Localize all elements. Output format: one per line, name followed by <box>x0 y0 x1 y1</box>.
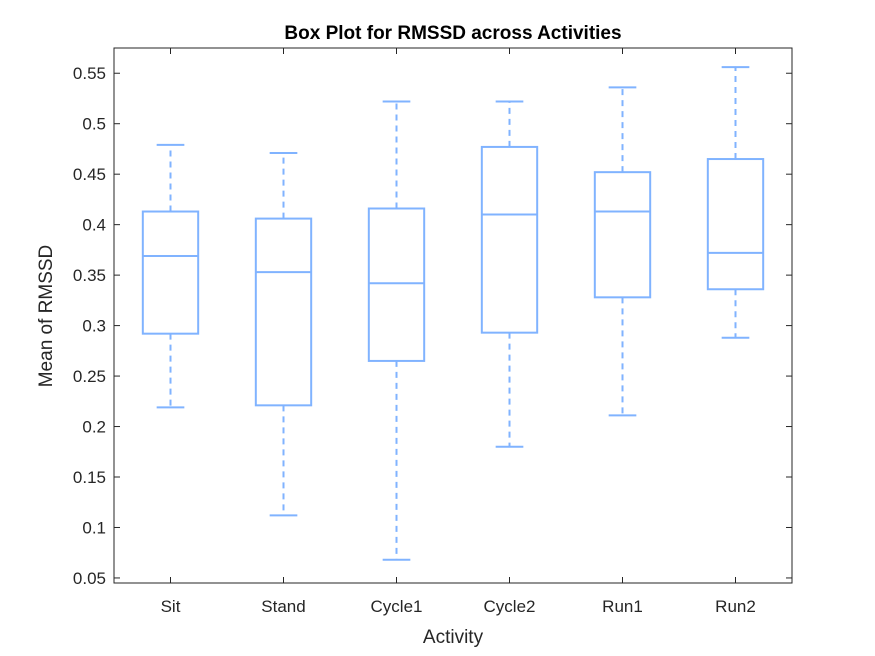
y-tick-label: 0.1 <box>82 518 106 537</box>
x-axis-label: Activity <box>423 627 484 648</box>
y-tick-label: 0.05 <box>73 569 106 588</box>
x-tick-label: Sit <box>161 597 181 616</box>
y-axis-label: Mean of RMSSD <box>36 245 57 388</box>
interquartile-box <box>480 145 539 334</box>
x-tick-label: Stand <box>261 597 305 616</box>
y-tick-label: 0.2 <box>82 418 106 437</box>
chart-title: Box Plot for RMSSD across Activities <box>284 23 621 44</box>
box-cycle1 <box>367 100 426 561</box>
y-tick-label: 0.55 <box>73 64 106 83</box>
box-run1 <box>593 86 652 417</box>
y-tick-label: 0.15 <box>73 468 106 487</box>
y-tick-label: 0.3 <box>82 317 106 336</box>
interquartile-box <box>593 171 652 299</box>
y-tick-label: 0.45 <box>73 165 106 184</box>
box-series <box>141 66 765 561</box>
axis-ticks: 0.05 0.1 0.15 0.2 0.25 0.3 0.35 0.4 0.45 0.5 0.55 S… <box>73 48 792 616</box>
y-tick-label: 0.25 <box>73 367 106 386</box>
x-tick-label: Cycle1 <box>371 597 423 616</box>
box-cycle2 <box>480 100 539 448</box>
y-tick-label: 0.35 <box>73 266 106 285</box>
x-tick-label: Cycle2 <box>484 597 536 616</box>
interquartile-box <box>706 158 765 291</box>
y-tick-label: 0.4 <box>82 216 106 235</box>
y-tick-label: 0.5 <box>82 115 106 134</box>
interquartile-box <box>141 210 200 335</box>
interquartile-box <box>254 217 313 407</box>
box-run2 <box>706 66 765 339</box>
box-sit <box>141 143 200 409</box>
plot-area-frame <box>113 47 793 584</box>
x-tick-label: Run1 <box>602 597 643 616</box>
x-tick-label: Run2 <box>715 597 756 616</box>
box-stand <box>254 151 313 517</box>
interquartile-box <box>367 207 426 362</box>
